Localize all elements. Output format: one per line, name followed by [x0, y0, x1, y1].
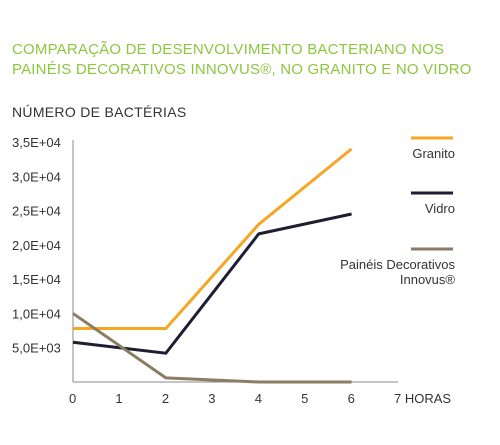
- x-tick-label: 7 HORAS: [394, 391, 451, 406]
- y-tick-label: 5,0E+03: [12, 341, 61, 356]
- series-line-vidro: [72, 212, 352, 355]
- y-tick-label: 3,5E+04: [12, 135, 61, 150]
- y-tick-label: 1,0E+04: [12, 306, 61, 321]
- x-tick-label: 3: [208, 391, 215, 406]
- x-tick-label: 5: [301, 391, 308, 406]
- x-tick-label: 2: [162, 391, 169, 406]
- y-tick-label: 1,5E+04: [12, 272, 61, 287]
- x-tick-label: 0: [69, 391, 76, 406]
- legend-label: Painéis Decorativos: [340, 257, 455, 272]
- y-tick-label: 3,0E+04: [12, 169, 61, 184]
- x-tick-label: 1: [115, 391, 122, 406]
- legend-label: Granito: [412, 146, 455, 161]
- x-tick-label: 4: [255, 391, 262, 406]
- chart-title: COMPARAÇÃO DE DESENVOLVIMENTO BACTERIANO…: [12, 41, 472, 78]
- series-line-granito: [73, 147, 353, 331]
- y-axis-label: NÚMERO DE BACTÉRIAS: [12, 104, 187, 120]
- y-tick-label: 2,0E+04: [12, 238, 61, 253]
- x-tick-label: 6: [348, 391, 355, 406]
- legend-label: Vidro: [425, 201, 455, 216]
- y-tick-label: 2,5E+04: [12, 204, 61, 219]
- series-line-paineis-decorativos-innovus: [72, 312, 352, 384]
- legend-label: Innovus®: [400, 272, 456, 287]
